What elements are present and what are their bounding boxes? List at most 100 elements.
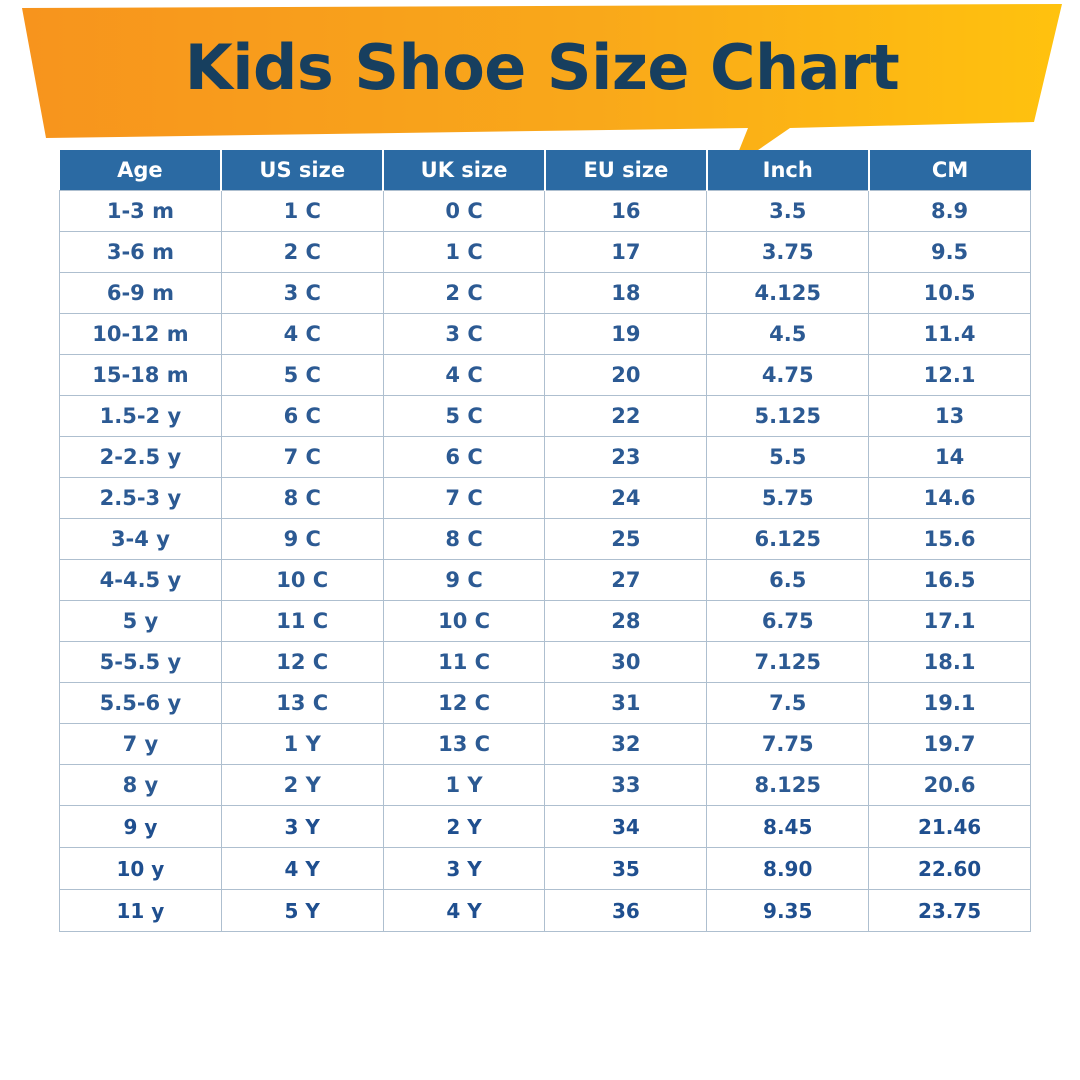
cell-inch: 4.125 xyxy=(706,272,870,314)
cell-us-size: 6 C xyxy=(220,395,384,437)
cell-uk-size: 4 Y xyxy=(382,889,546,932)
cell-uk-size: 3 Y xyxy=(382,847,546,890)
cell-us-size: 1 C xyxy=(220,190,384,232)
cell-age: 5 y xyxy=(59,600,222,642)
cell-age: 15-18 m xyxy=(59,354,222,396)
cell-age: 1.5-2 y xyxy=(59,395,222,437)
cell-inch: 4.75 xyxy=(706,354,870,396)
cell-uk-size: 1 Y xyxy=(382,764,546,806)
cell-uk-size: 12 C xyxy=(382,682,546,724)
cell-us-size: 1 Y xyxy=(220,723,384,765)
cell-uk-size: 2 Y xyxy=(382,805,546,848)
cell-uk-size: 6 C xyxy=(382,436,546,478)
cell-cm: 11.4 xyxy=(868,313,1031,355)
cell-eu-size: 22 xyxy=(544,395,708,437)
cell-eu-size: 16 xyxy=(544,190,708,232)
cell-us-size: 8 C xyxy=(220,477,384,519)
cell-cm: 9.5 xyxy=(868,231,1031,273)
shoe-size-table: Age US size UK size EU size Inch CM 1-3 … xyxy=(59,150,1031,932)
cell-cm: 19.1 xyxy=(868,682,1031,724)
cell-inch: 4.5 xyxy=(706,313,870,355)
cell-cm: 13 xyxy=(868,395,1031,437)
cell-inch: 7.125 xyxy=(706,641,870,683)
cell-uk-size: 9 C xyxy=(382,559,546,601)
table-header-row: Age US size UK size EU size Inch CM xyxy=(59,150,1031,191)
cell-inch: 6.75 xyxy=(706,600,870,642)
cell-us-size: 2 C xyxy=(220,231,384,273)
cell-age: 2-2.5 y xyxy=(59,436,222,478)
cell-age: 8 y xyxy=(59,764,222,806)
cell-us-size: 9 C xyxy=(220,518,384,560)
cell-eu-size: 20 xyxy=(544,354,708,396)
cell-uk-size: 1 C xyxy=(382,231,546,273)
cell-eu-size: 28 xyxy=(544,600,708,642)
cell-eu-size: 32 xyxy=(544,723,708,765)
cell-age: 5-5.5 y xyxy=(59,641,222,683)
cell-age: 6-9 m xyxy=(59,272,222,314)
cell-cm: 17.1 xyxy=(868,600,1031,642)
cell-inch: 8.90 xyxy=(706,847,870,890)
cell-age: 1-3 m xyxy=(59,190,222,232)
cell-inch: 5.75 xyxy=(706,477,870,519)
cell-cm: 21.46 xyxy=(868,805,1031,848)
cell-cm: 15.6 xyxy=(868,518,1031,560)
cell-uk-size: 11 C xyxy=(382,641,546,683)
cell-uk-size: 0 C xyxy=(382,190,546,232)
cell-cm: 12.1 xyxy=(868,354,1031,396)
cell-uk-size: 10 C xyxy=(382,600,546,642)
header-uk-size: UK size xyxy=(382,150,545,191)
cell-age: 7 y xyxy=(59,723,222,765)
cell-cm: 23.75 xyxy=(868,889,1031,932)
cell-inch: 9.35 xyxy=(706,889,870,932)
cell-us-size: 5 Y xyxy=(220,889,384,932)
cell-age: 4-4.5 y xyxy=(59,559,222,601)
cell-uk-size: 3 C xyxy=(382,313,546,355)
cell-cm: 19.7 xyxy=(868,723,1031,765)
cell-cm: 14.6 xyxy=(868,477,1031,519)
table-row: 5-5.5 y 12 C 11 C 30 7.125 18.1 xyxy=(59,641,1031,683)
cell-inch: 7.75 xyxy=(706,723,870,765)
cell-age: 5.5-6 y xyxy=(59,682,222,724)
cell-age: 9 y xyxy=(59,805,222,848)
cell-us-size: 12 C xyxy=(220,641,384,683)
cell-eu-size: 27 xyxy=(544,559,708,601)
table-row: 5.5-6 y 13 C 12 C 31 7.5 19.1 xyxy=(59,682,1031,724)
cell-us-size: 5 C xyxy=(220,354,384,396)
title-banner xyxy=(22,4,1062,168)
banner-ribbon xyxy=(22,4,1062,168)
cell-eu-size: 31 xyxy=(544,682,708,724)
cell-eu-size: 30 xyxy=(544,641,708,683)
cell-inch: 8.45 xyxy=(706,805,870,848)
cell-age: 2.5-3 y xyxy=(59,477,222,519)
cell-cm: 8.9 xyxy=(868,190,1031,232)
cell-uk-size: 4 C xyxy=(382,354,546,396)
cell-us-size: 4 Y xyxy=(220,847,384,890)
cell-uk-size: 7 C xyxy=(382,477,546,519)
header-cm: CM xyxy=(867,150,1031,191)
cell-eu-size: 36 xyxy=(544,889,708,932)
cell-age: 3-6 m xyxy=(59,231,222,273)
cell-us-size: 13 C xyxy=(220,682,384,724)
cell-eu-size: 25 xyxy=(544,518,708,560)
cell-age: 11 y xyxy=(59,889,222,932)
cell-inch: 7.5 xyxy=(706,682,870,724)
header-us-size: US size xyxy=(220,150,384,191)
cell-cm: 20.6 xyxy=(868,764,1031,806)
cell-uk-size: 2 C xyxy=(382,272,546,314)
cell-inch: 8.125 xyxy=(706,764,870,806)
cell-uk-size: 8 C xyxy=(382,518,546,560)
cell-eu-size: 18 xyxy=(544,272,708,314)
cell-inch: 6.5 xyxy=(706,559,870,601)
